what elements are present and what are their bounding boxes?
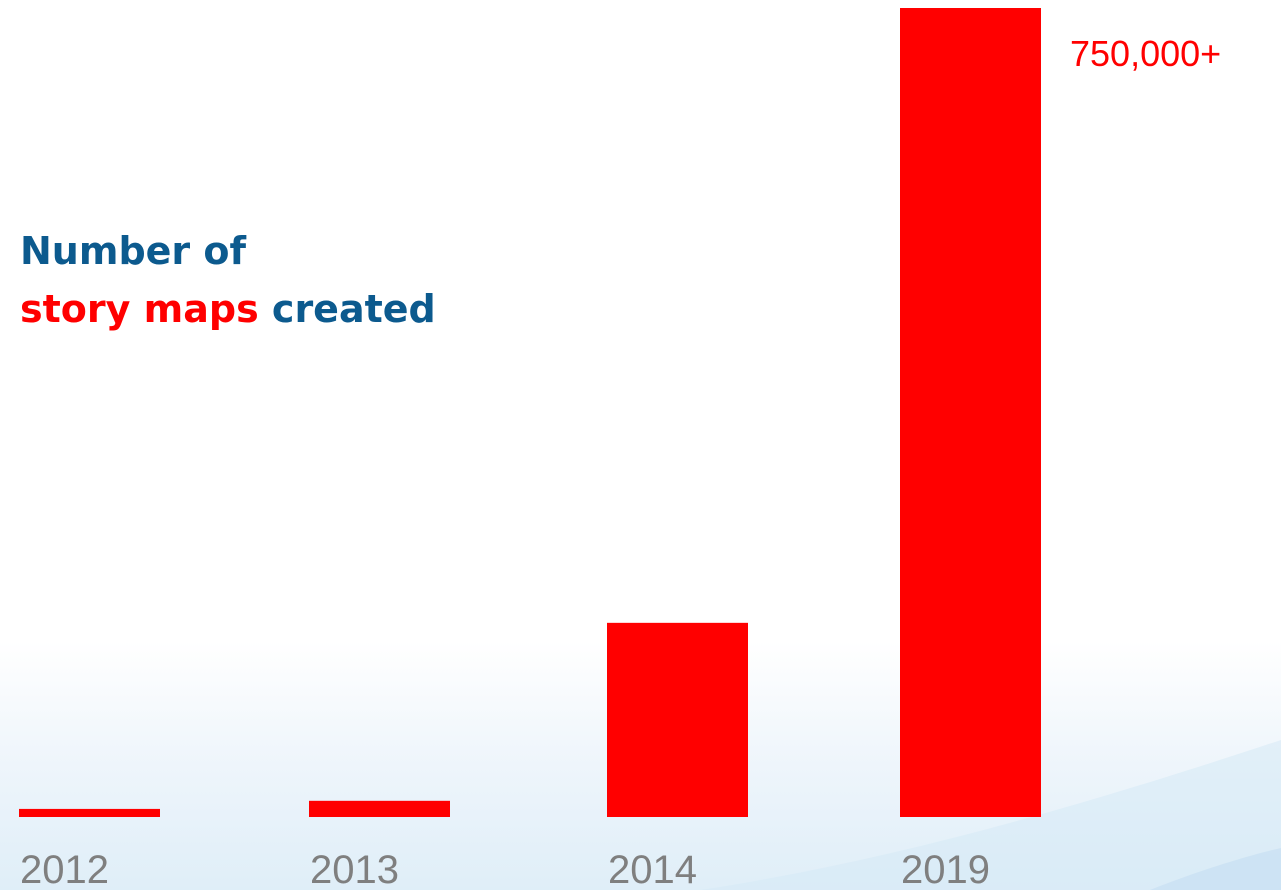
bar-2019 xyxy=(900,8,1041,817)
title-rest: created xyxy=(258,287,436,331)
x-tick-label-2013: 2013 xyxy=(310,848,399,890)
bar-2012 xyxy=(19,808,160,817)
bar-2014 xyxy=(607,622,748,817)
x-tick-label-2014: 2014 xyxy=(608,848,697,890)
chart-title: Number of story maps created xyxy=(20,222,436,338)
title-line-1: Number of xyxy=(20,229,247,273)
title-highlight: story maps xyxy=(20,287,259,331)
title-line-2: story maps created xyxy=(20,280,436,338)
bar-2013 xyxy=(309,800,450,817)
x-tick-label-2012: 2012 xyxy=(20,848,109,890)
data-label-2019: 750,000+ xyxy=(1070,33,1221,74)
x-tick-label-2019: 2019 xyxy=(901,848,990,890)
